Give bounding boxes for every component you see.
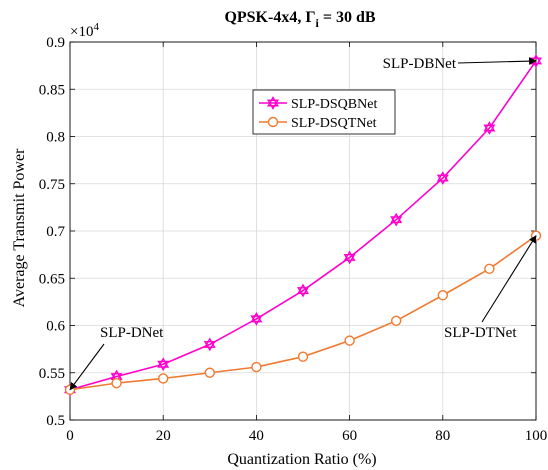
data-point-slp-dsqbnet: [203, 337, 216, 352]
marker-triangle-down: [267, 99, 279, 110]
x-tick-label: 60: [342, 428, 357, 444]
marker-triangle-down: [390, 216, 403, 227]
annotation-label: SLP-DBNet: [383, 56, 457, 72]
x-tick-label: 80: [435, 428, 450, 444]
x-axis-label: Quantization Ratio (%): [227, 451, 376, 468]
annotation-arrow: [481, 235, 537, 323]
marker-triangle-up: [343, 250, 356, 261]
x-tick-labels: 0 20 40 60 80 100: [66, 428, 547, 444]
data-point-slp-dsqtnet: [157, 373, 169, 384]
data-point-slp-dsqbnet: [343, 250, 356, 265]
marker-triangle-up: [203, 337, 216, 348]
y-tick-label: 0.75: [39, 177, 65, 193]
data-point-slp-dsqbnet: [483, 121, 496, 135]
series-layer: [64, 53, 542, 397]
marker-triangle-down: [343, 254, 356, 265]
legend-label: SLP-DSQBNet: [291, 97, 377, 112]
data-point-slp-dsqtnet: [111, 377, 122, 389]
marker-triangle-down: [157, 360, 170, 372]
y-axis-label: Average Transmit Power: [11, 148, 28, 307]
annotation-label: SLP-DNet: [100, 325, 164, 341]
marker-triangle-down: [436, 174, 449, 185]
x-tick-label: 0: [66, 428, 74, 444]
x-tick-label: 20: [156, 428, 171, 444]
y-tick-label: 0.5: [46, 413, 65, 429]
marker-triangle-down: [297, 287, 309, 298]
marker-triangle-up: [267, 96, 279, 107]
legend-item-slp-dsqtnet: SLP-DSQTNet: [259, 116, 377, 131]
x-tick-label: 40: [249, 428, 264, 444]
annotations: SLP-DBNet SLP-DNet SLP-DTNet: [69, 56, 537, 391]
marker-triangle-down: [250, 315, 263, 326]
annotation-slp-dtnet: SLP-DTNet: [444, 235, 537, 341]
legend-label: SLP-DSQTNet: [291, 116, 377, 131]
y-tick-label: 0.85: [39, 82, 65, 98]
data-point-slp-dsqbnet: [436, 171, 449, 185]
marker-triangle-up: [436, 171, 449, 182]
data-point-slp-dsqtnet: [344, 335, 355, 346]
marker-triangle-up: [483, 121, 496, 132]
legend-box: [252, 89, 396, 135]
annotation-slp-dbnet: SLP-DBNet: [383, 56, 537, 72]
marker-triangle-up: [390, 212, 403, 224]
annotation-arrow: [69, 343, 105, 391]
marker-triangle-up: [157, 357, 170, 368]
y-tick-label: 0.55: [39, 366, 65, 382]
y-tick-labels: 0.5 0.55 0.6 0.65 0.7 0.75 0.8 0.85 0.9: [39, 35, 66, 429]
annotation-arrow: [457, 57, 537, 65]
y-tick-label: 0.9: [46, 35, 65, 51]
marker-triangle-down: [483, 124, 496, 135]
y-multiplier-label: ×104: [70, 21, 99, 40]
y-tick-label: 0.6: [46, 319, 65, 335]
data-point-slp-dsqtnet: [204, 367, 216, 378]
legend-item-slp-dsqbnet: SLP-DSQBNet: [259, 96, 377, 112]
legend-marker: [267, 116, 279, 128]
data-point-slp-dsqtnet: [484, 263, 495, 274]
series-line-slp-dsqbnet: [69, 60, 537, 391]
marker-triangle-down: [110, 373, 123, 384]
legend-marker: [267, 96, 279, 110]
data-point-slp-dsqtnet: [391, 315, 402, 326]
series-slp-dsqtnet: [64, 230, 542, 395]
annotation-slp-dnet: SLP-DNet: [69, 325, 164, 391]
legend: SLP-DSQBNet SLP-DSQTNet: [252, 89, 396, 135]
y-tick-label: 0.7: [46, 224, 65, 240]
data-point-slp-dsqbnet: [157, 357, 170, 372]
data-point-slp-dsqtnet: [297, 351, 309, 362]
series-line-slp-dsqtnet: [69, 235, 537, 391]
marker-triangle-down: [203, 340, 216, 352]
chart-title: QPSK-4x4, Γi = 30 dB: [224, 9, 375, 30]
data-point-slp-dsqbnet: [250, 311, 263, 326]
marker-triangle-up: [297, 283, 309, 294]
marker-triangle-up: [250, 311, 263, 323]
y-tick-label: 0.8: [46, 130, 65, 146]
data-point-slp-dsqtnet: [437, 290, 448, 301]
data-point-slp-dsqbnet: [297, 283, 309, 298]
x-tick-label: 100: [525, 428, 548, 444]
data-point-slp-dsqtnet: [251, 361, 262, 373]
data-point-slp-dsqbnet: [390, 212, 403, 227]
y-tick-label: 0.65: [39, 271, 65, 287]
annotation-label: SLP-DTNet: [444, 325, 517, 341]
